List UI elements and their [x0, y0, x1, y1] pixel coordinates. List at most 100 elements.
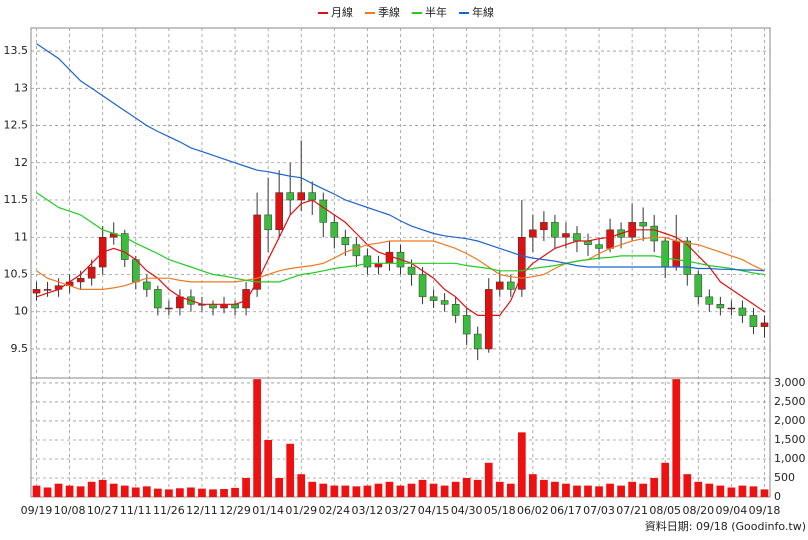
volume-bar — [540, 479, 548, 497]
candle-body — [297, 192, 306, 201]
candle-body — [264, 214, 272, 231]
legend-label: 季線 — [378, 5, 400, 19]
volume-bar — [473, 479, 482, 497]
volume-bar — [683, 474, 692, 497]
volume-bar — [407, 483, 416, 497]
volume-bar — [87, 481, 96, 497]
volume-bar — [517, 432, 526, 497]
candle-body — [330, 222, 339, 238]
x-tick-label: 10/08 — [54, 504, 86, 517]
candle-body — [418, 274, 427, 298]
x-tick-label: 06/17 — [550, 504, 582, 517]
x-tick-label: 02/24 — [318, 504, 350, 517]
volume-bar — [385, 481, 394, 497]
x-tick-label: 08/20 — [682, 504, 714, 517]
volume-bar — [396, 485, 405, 497]
candle-body — [484, 289, 493, 350]
x-tick-label: 05/18 — [484, 504, 516, 517]
volume-bar — [595, 486, 603, 497]
x-tick-label: 07/21 — [616, 504, 648, 517]
candle-body — [540, 222, 548, 231]
volume-bar — [528, 474, 537, 497]
volume-bar — [484, 462, 493, 497]
candle-body — [76, 277, 85, 283]
candle-body — [672, 240, 681, 268]
x-tick-label: 03/27 — [385, 504, 417, 517]
volume-bar — [562, 483, 570, 497]
x-tick-label: 04/15 — [418, 504, 450, 517]
y-tick-label: 11.5 — [4, 193, 29, 206]
legend-label: 月線 — [331, 5, 353, 19]
volume-bar — [716, 485, 725, 497]
volume-bar — [606, 483, 614, 497]
y-tick-label: 12 — [14, 156, 28, 169]
candle-body — [308, 192, 317, 201]
candle-body — [551, 222, 559, 238]
candle-body — [253, 214, 261, 290]
volume-bar — [54, 483, 63, 497]
candle-body — [606, 229, 614, 249]
volume-bar — [462, 477, 471, 497]
volume-bar — [297, 474, 306, 497]
volume-bar — [495, 481, 504, 497]
volume-bar — [253, 379, 261, 497]
candle-body — [165, 307, 173, 310]
legend-label: 年線 — [472, 5, 494, 19]
volume-bar — [749, 486, 758, 497]
volume-bar — [727, 487, 736, 497]
candle-body — [440, 300, 449, 305]
volume-bar — [120, 485, 129, 497]
volume-bar — [705, 483, 714, 497]
x-tick-label: 03/12 — [352, 504, 384, 517]
candle-body — [518, 237, 526, 290]
volume-bar — [352, 486, 361, 497]
candle-body — [694, 274, 703, 298]
volume-bar — [760, 489, 769, 497]
x-tick-label: 11/26 — [153, 504, 185, 517]
volume-bar — [98, 479, 107, 497]
y-tick-label: 9.5 — [11, 342, 29, 355]
y-tick-label: 10.5 — [4, 267, 29, 280]
candle-body — [341, 237, 350, 245]
volume-bar — [231, 487, 239, 497]
candle-body — [319, 199, 328, 223]
candle-body — [120, 233, 129, 260]
volume-bar — [694, 481, 703, 497]
ma-line — [36, 236, 765, 290]
volume-bar — [176, 488, 184, 497]
volume-bar — [275, 477, 284, 497]
x-tick-label: 10/27 — [87, 504, 119, 517]
volume-bar — [661, 462, 670, 497]
candle-body — [595, 244, 603, 249]
candle-body — [176, 296, 184, 309]
candle-body — [87, 266, 96, 279]
y-tick-label: 10 — [14, 305, 28, 318]
candle-body — [275, 192, 283, 231]
volume-bar — [319, 483, 328, 497]
candle-body — [529, 229, 537, 238]
volume-bar — [330, 485, 339, 497]
volume-bar — [672, 379, 681, 497]
candle-body — [760, 322, 769, 327]
y2-tick-label: 1,000 — [774, 452, 806, 465]
y2-tick-label: 2,500 — [774, 395, 806, 408]
volume-bar — [65, 485, 74, 497]
x-tick-label: 12/29 — [219, 504, 251, 517]
volume-bar — [341, 485, 350, 497]
ma-line — [36, 192, 765, 283]
volume-bar — [628, 481, 636, 497]
candle-body — [473, 333, 482, 350]
volume-bar — [187, 487, 195, 497]
candle-body — [429, 296, 438, 301]
volume-bar — [286, 443, 295, 497]
volume-bar — [220, 489, 228, 497]
volume-bar — [209, 489, 217, 497]
candle-body — [462, 315, 471, 335]
volume-bar — [165, 489, 173, 497]
volume-bar — [308, 481, 317, 497]
volume-bar — [617, 485, 625, 497]
x-tick-label: 04/30 — [451, 504, 483, 517]
candle-body — [451, 304, 460, 316]
x-tick-label: 01/14 — [252, 504, 284, 517]
